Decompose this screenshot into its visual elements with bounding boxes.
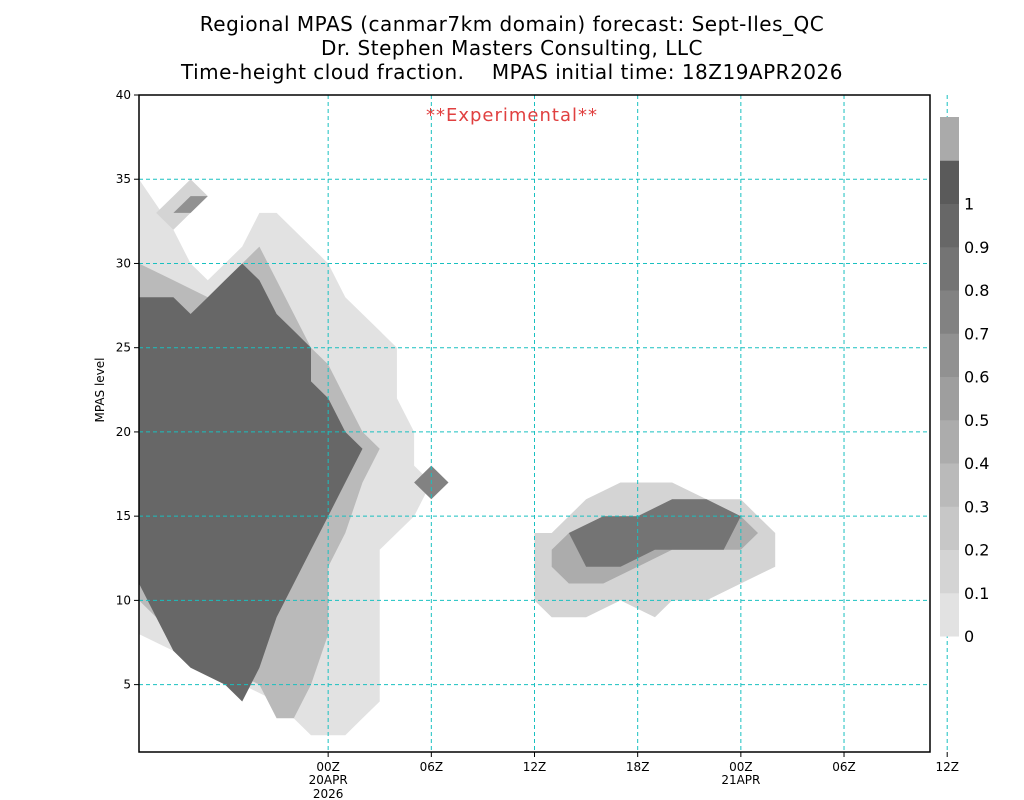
x-tick-sublabel-0-1: 2026: [313, 787, 344, 800]
x-tick-label-0: 00Z: [316, 760, 340, 774]
colorbar-swatch-3: [940, 463, 959, 507]
colorbar-swatch-9: [940, 203, 959, 248]
y-tick-label-5: 30: [116, 256, 131, 270]
x-tick-label-3: 18Z: [626, 760, 650, 774]
colorbar-label-4: 0.4: [964, 454, 989, 473]
colorbar-label-0: 0: [964, 627, 974, 646]
x-tick-label-6: 12Z: [935, 760, 959, 774]
colorbar-swatch-5: [940, 376, 959, 421]
colorbar-label-6: 0.6: [964, 368, 989, 387]
colorbar-label-10: 1: [964, 195, 974, 214]
colorbar-swatch-4: [940, 419, 959, 464]
y-tick-label-3: 20: [116, 425, 131, 439]
colorbar-swatch-7: [940, 290, 959, 334]
colorbar-label-9: 0.9: [964, 238, 989, 257]
colorbar-swatch-11: [940, 117, 959, 161]
grid-layer: [139, 95, 948, 752]
colorbar-swatch-10: [940, 160, 959, 204]
cloud-region-main-column-core: [139, 263, 363, 702]
experimental-annotation: **Experimental**: [426, 105, 598, 126]
colorbar-label-3: 0.3: [964, 497, 989, 516]
colorbar-swatch-1: [940, 549, 959, 594]
y-tick-label-4: 25: [116, 341, 131, 355]
colorbar-label-1: 0.1: [964, 584, 989, 603]
x-tick-label-4: 00Z: [729, 760, 753, 774]
cloud-region-mid-blob-core: [568, 499, 741, 567]
colorbar-label-5: 0.5: [964, 411, 989, 430]
colorbar-swatch-2: [940, 506, 959, 550]
colorbar-swatch-8: [940, 246, 959, 291]
y-axis-ticks: 5 10 15 20 25 30 35 40: [116, 88, 139, 692]
x-tick-label-2: 12Z: [523, 760, 547, 774]
colorbar-label-7: 0.7: [964, 324, 989, 343]
colorbar-label-2: 0.2: [964, 541, 989, 560]
x-tick-label-5: 06Z: [832, 760, 856, 774]
x-tick-sublabel-4-0: 21APR: [721, 773, 760, 787]
x-tick-label-1: 06Z: [420, 760, 444, 774]
y-tick-label-2: 15: [116, 509, 131, 523]
cloud-region-upper-blob-core: [173, 196, 208, 213]
chart-title-line3: Time-height cloud fraction. MPAS initial…: [181, 60, 843, 84]
y-tick-label-7: 40: [116, 88, 131, 102]
colorbar: 0 0.1 0.2 0.3 0.4 0.5 0.6 0.7 0.8 0.9 1: [940, 117, 989, 646]
chart-title-line1: Regional MPAS (canmar7km domain) forecas…: [199, 12, 825, 36]
y-tick-label-6: 35: [116, 172, 131, 186]
chart-title-line2: Dr. Stephen Masters Consulting, LLC: [321, 36, 703, 60]
y-tick-label-1: 10: [116, 593, 131, 607]
colorbar-swatch-0: [940, 592, 959, 637]
y-tick-label-0: 5: [123, 678, 131, 692]
plot-area: [139, 179, 776, 736]
x-tick-sublabel-0-0: 20APR: [309, 773, 348, 787]
y-axis-label: MPAS level: [93, 358, 107, 423]
colorbar-label-8: 0.8: [964, 281, 989, 300]
colorbar-swatch-6: [940, 333, 959, 377]
